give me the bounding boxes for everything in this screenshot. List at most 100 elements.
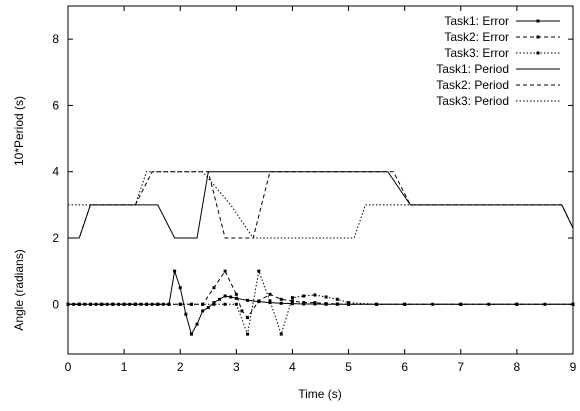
- data-point: [324, 302, 328, 306]
- data-point: [279, 301, 283, 305]
- data-point: [234, 302, 238, 306]
- data-point: [223, 269, 227, 273]
- data-point: [347, 301, 351, 305]
- legend-item: Task3: Period: [436, 94, 560, 108]
- legend-item: Task1: Error: [444, 14, 560, 28]
- data-point: [459, 302, 463, 306]
- data-point: [184, 312, 188, 316]
- data-point: [156, 302, 160, 306]
- x-ticks: 0 1 2 3 4 5 6 7 8 9: [65, 6, 577, 374]
- y-tick-label: 4: [52, 165, 59, 179]
- y-tick-label: 6: [52, 98, 59, 112]
- legend-label: Task3: Error: [444, 46, 509, 60]
- legend: Task1: Error Task2: Error Task3: Error Task…: [436, 14, 560, 108]
- legend-marker: [536, 19, 540, 23]
- series-line: [68, 171, 574, 239]
- legend-item: Task1: Period: [436, 62, 560, 76]
- data-point: [257, 269, 261, 273]
- legend-marker: [536, 35, 540, 39]
- data-point: [189, 332, 193, 336]
- data-point: [189, 302, 193, 306]
- data-point: [290, 299, 294, 303]
- data-point: [290, 302, 294, 306]
- data-point: [403, 302, 407, 306]
- data-point: [111, 302, 115, 306]
- data-point: [290, 296, 294, 300]
- x-tick-label: 4: [289, 360, 296, 374]
- series-layer: [66, 171, 575, 336]
- y-axis-label-bottom: Angle (radians): [12, 249, 26, 330]
- data-point: [246, 316, 250, 320]
- data-point: [66, 302, 70, 306]
- series-task3-error: [66, 269, 575, 336]
- data-point: [178, 286, 182, 290]
- plot-frame: [67, 5, 574, 355]
- data-point: [88, 302, 92, 306]
- data-point: [128, 302, 132, 306]
- series-line: [68, 171, 574, 239]
- data-point: [218, 297, 221, 301]
- data-point: [212, 286, 216, 290]
- data-point: [122, 302, 126, 306]
- data-point: [335, 302, 339, 306]
- data-point: [268, 299, 272, 303]
- x-tick-label: 5: [345, 360, 352, 374]
- data-point: [302, 301, 306, 305]
- data-point: [173, 269, 177, 273]
- legend-label: Task2: Error: [444, 30, 509, 44]
- data-point: [234, 296, 238, 300]
- data-point: [234, 292, 238, 296]
- x-tick-label: 0: [65, 360, 72, 374]
- data-point: [201, 302, 205, 306]
- data-point: [100, 302, 104, 306]
- series-task2-period: [68, 171, 574, 239]
- data-point: [229, 295, 233, 299]
- data-point: [201, 309, 205, 313]
- data-point: [178, 302, 182, 306]
- series-line: [68, 270, 573, 319]
- data-point: [223, 302, 227, 306]
- x-tick-label: 1: [121, 360, 128, 374]
- data-point: [212, 302, 216, 306]
- data-point: [375, 302, 379, 306]
- x-tick-label: 9: [570, 360, 577, 374]
- data-point: [313, 293, 317, 297]
- x-tick-label: 8: [514, 360, 521, 374]
- series-task2-error: [66, 269, 575, 320]
- y-ticks: 2 4 6 8 0: [52, 32, 573, 311]
- x-tick-label: 7: [457, 360, 464, 374]
- x-tick-label: 6: [401, 360, 408, 374]
- y-tick-label: 2: [52, 231, 59, 245]
- data-point: [133, 302, 137, 306]
- y-tick-label: 8: [52, 32, 59, 46]
- data-point: [257, 299, 261, 303]
- data-point: [206, 306, 210, 310]
- data-point: [77, 302, 81, 306]
- data-point: [279, 297, 283, 301]
- data-point: [246, 332, 250, 336]
- data-point: [268, 301, 272, 305]
- legend-label: Task3: Period: [436, 94, 509, 108]
- legend-marker: [536, 51, 540, 55]
- data-point: [240, 309, 244, 313]
- data-point: [195, 322, 199, 326]
- data-point: [279, 332, 283, 336]
- legend-label: Task1: Error: [444, 14, 509, 28]
- data-point: [167, 302, 171, 306]
- legend-label: Task1: Period: [436, 62, 509, 76]
- data-point: [246, 298, 250, 302]
- x-axis-label: Time (s): [298, 387, 342, 401]
- data-point: [72, 302, 76, 306]
- data-point: [515, 302, 519, 306]
- series-task3-period: [68, 171, 574, 239]
- y-axis-label-top: 10*Period (s): [12, 96, 26, 166]
- data-point: [324, 295, 328, 299]
- legend-item: Task3: Error: [444, 46, 560, 60]
- data-point: [268, 292, 272, 296]
- data-point: [347, 302, 351, 306]
- legend-item: Task2: Error: [444, 30, 560, 44]
- data-point: [335, 297, 339, 301]
- data-point: [313, 301, 317, 305]
- legend-label: Task2: Period: [436, 78, 509, 92]
